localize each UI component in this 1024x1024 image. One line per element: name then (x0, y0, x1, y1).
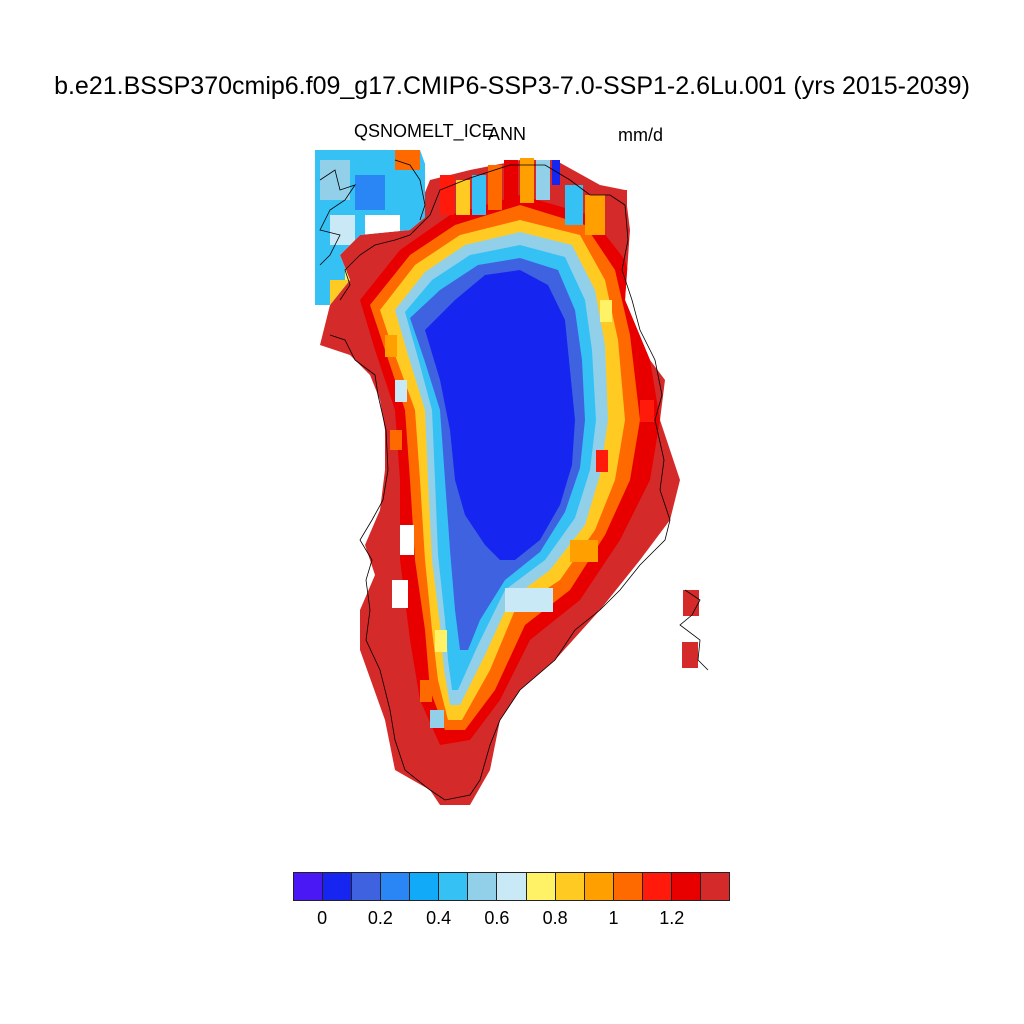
colorbar-tick-label: 0.4 (426, 908, 452, 928)
fringe-cell (355, 175, 385, 210)
coast-cell (520, 158, 534, 203)
speckle (420, 680, 432, 702)
gap-white (400, 525, 414, 555)
speckle (570, 540, 598, 562)
season-label: ANN (488, 124, 527, 144)
speckle (596, 450, 608, 472)
gap-white (392, 580, 408, 608)
page-title: b.e21.BSSP370cmip6.f09_g17.CMIP6-SSP3-7.… (54, 72, 970, 100)
speckle (435, 630, 447, 652)
coast-cell (504, 160, 518, 205)
coast-cell (488, 165, 502, 210)
units-label: mm/d (618, 125, 663, 145)
east-coastline (621, 204, 671, 521)
fringe-coastline (319, 169, 356, 266)
colorbar-box (497, 873, 527, 900)
colorbar-tick-label: 1 (608, 908, 619, 928)
colorbar-box (323, 873, 353, 900)
speckle (385, 335, 397, 357)
colorbar-box (700, 873, 729, 900)
west-coastline (329, 334, 671, 801)
coastlines (319, 159, 671, 801)
north-coastline (339, 164, 626, 301)
fringe-cell (320, 160, 350, 200)
coast-cell (440, 175, 454, 215)
speckle (505, 588, 553, 612)
fringe-cell (395, 150, 420, 170)
speckle (430, 710, 444, 728)
coast-cell (472, 175, 486, 215)
colorbar-box (613, 873, 643, 900)
coast-cell (565, 185, 583, 225)
east-island (679, 589, 709, 671)
speckle (395, 380, 407, 402)
colorbar-tick-label: 0.6 (484, 908, 510, 928)
coast-cell (536, 160, 550, 200)
colorbar-tick-label: 0.2 (367, 908, 393, 928)
colorbar-tick-label: 1.2 (659, 908, 685, 928)
variable-label: QSNOMELT_ICE (354, 121, 494, 141)
interior-low-melt (425, 270, 575, 560)
colorbar-box (439, 873, 469, 900)
coast-cell (605, 190, 627, 230)
coast-cell (552, 160, 560, 185)
colorbar-box (642, 873, 672, 900)
colorbar-box (671, 873, 701, 900)
island-coastline (679, 589, 709, 671)
colorbar-box (555, 873, 585, 900)
snowmelt-field (320, 160, 680, 805)
coast-cell (456, 180, 470, 215)
speckle (600, 300, 612, 322)
speckle (640, 400, 654, 422)
colorbar-box (410, 873, 440, 900)
island-cell (682, 642, 698, 668)
coast-cell (585, 195, 605, 235)
colorbar-tick-label: 0.8 (542, 908, 568, 928)
colorbar-box (294, 873, 324, 900)
colorbar-box (352, 873, 382, 900)
colorbar-box (468, 873, 498, 900)
fringe-cell (330, 215, 355, 245)
speckle (390, 430, 402, 450)
colorbar-box (526, 873, 556, 900)
colorbar (293, 872, 730, 901)
colorbar-box (381, 873, 411, 900)
fringe-coastline (394, 159, 426, 221)
north-coast-strip (440, 158, 627, 235)
colorbar-box (584, 873, 614, 900)
colorbar-tick-label: 0 (317, 908, 328, 928)
